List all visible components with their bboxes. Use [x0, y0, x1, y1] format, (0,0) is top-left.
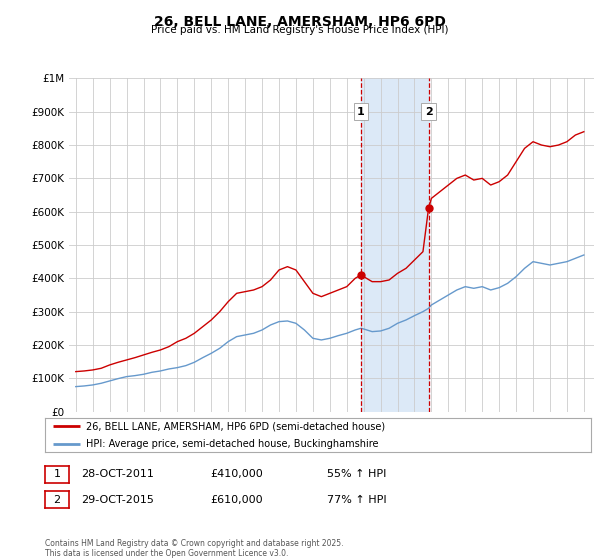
- Text: £610,000: £610,000: [210, 494, 263, 505]
- Text: 28-OCT-2011: 28-OCT-2011: [81, 469, 154, 479]
- Text: 1: 1: [53, 469, 61, 479]
- Text: 1: 1: [357, 107, 365, 116]
- Text: Price paid vs. HM Land Registry's House Price Index (HPI): Price paid vs. HM Land Registry's House …: [151, 25, 449, 35]
- Text: 26, BELL LANE, AMERSHAM, HP6 6PD (semi-detached house): 26, BELL LANE, AMERSHAM, HP6 6PD (semi-d…: [86, 422, 385, 431]
- Text: 55% ↑ HPI: 55% ↑ HPI: [327, 469, 386, 479]
- Text: 2: 2: [425, 107, 433, 116]
- Text: 2: 2: [53, 494, 61, 505]
- Text: 29-OCT-2015: 29-OCT-2015: [81, 494, 154, 505]
- Text: £410,000: £410,000: [210, 469, 263, 479]
- Bar: [361, 78, 428, 412]
- Text: 26, BELL LANE, AMERSHAM, HP6 6PD: 26, BELL LANE, AMERSHAM, HP6 6PD: [154, 15, 446, 29]
- Text: HPI: Average price, semi-detached house, Buckinghamshire: HPI: Average price, semi-detached house,…: [86, 439, 379, 449]
- Text: 77% ↑ HPI: 77% ↑ HPI: [327, 494, 386, 505]
- Text: Contains HM Land Registry data © Crown copyright and database right 2025.
This d: Contains HM Land Registry data © Crown c…: [45, 539, 343, 558]
